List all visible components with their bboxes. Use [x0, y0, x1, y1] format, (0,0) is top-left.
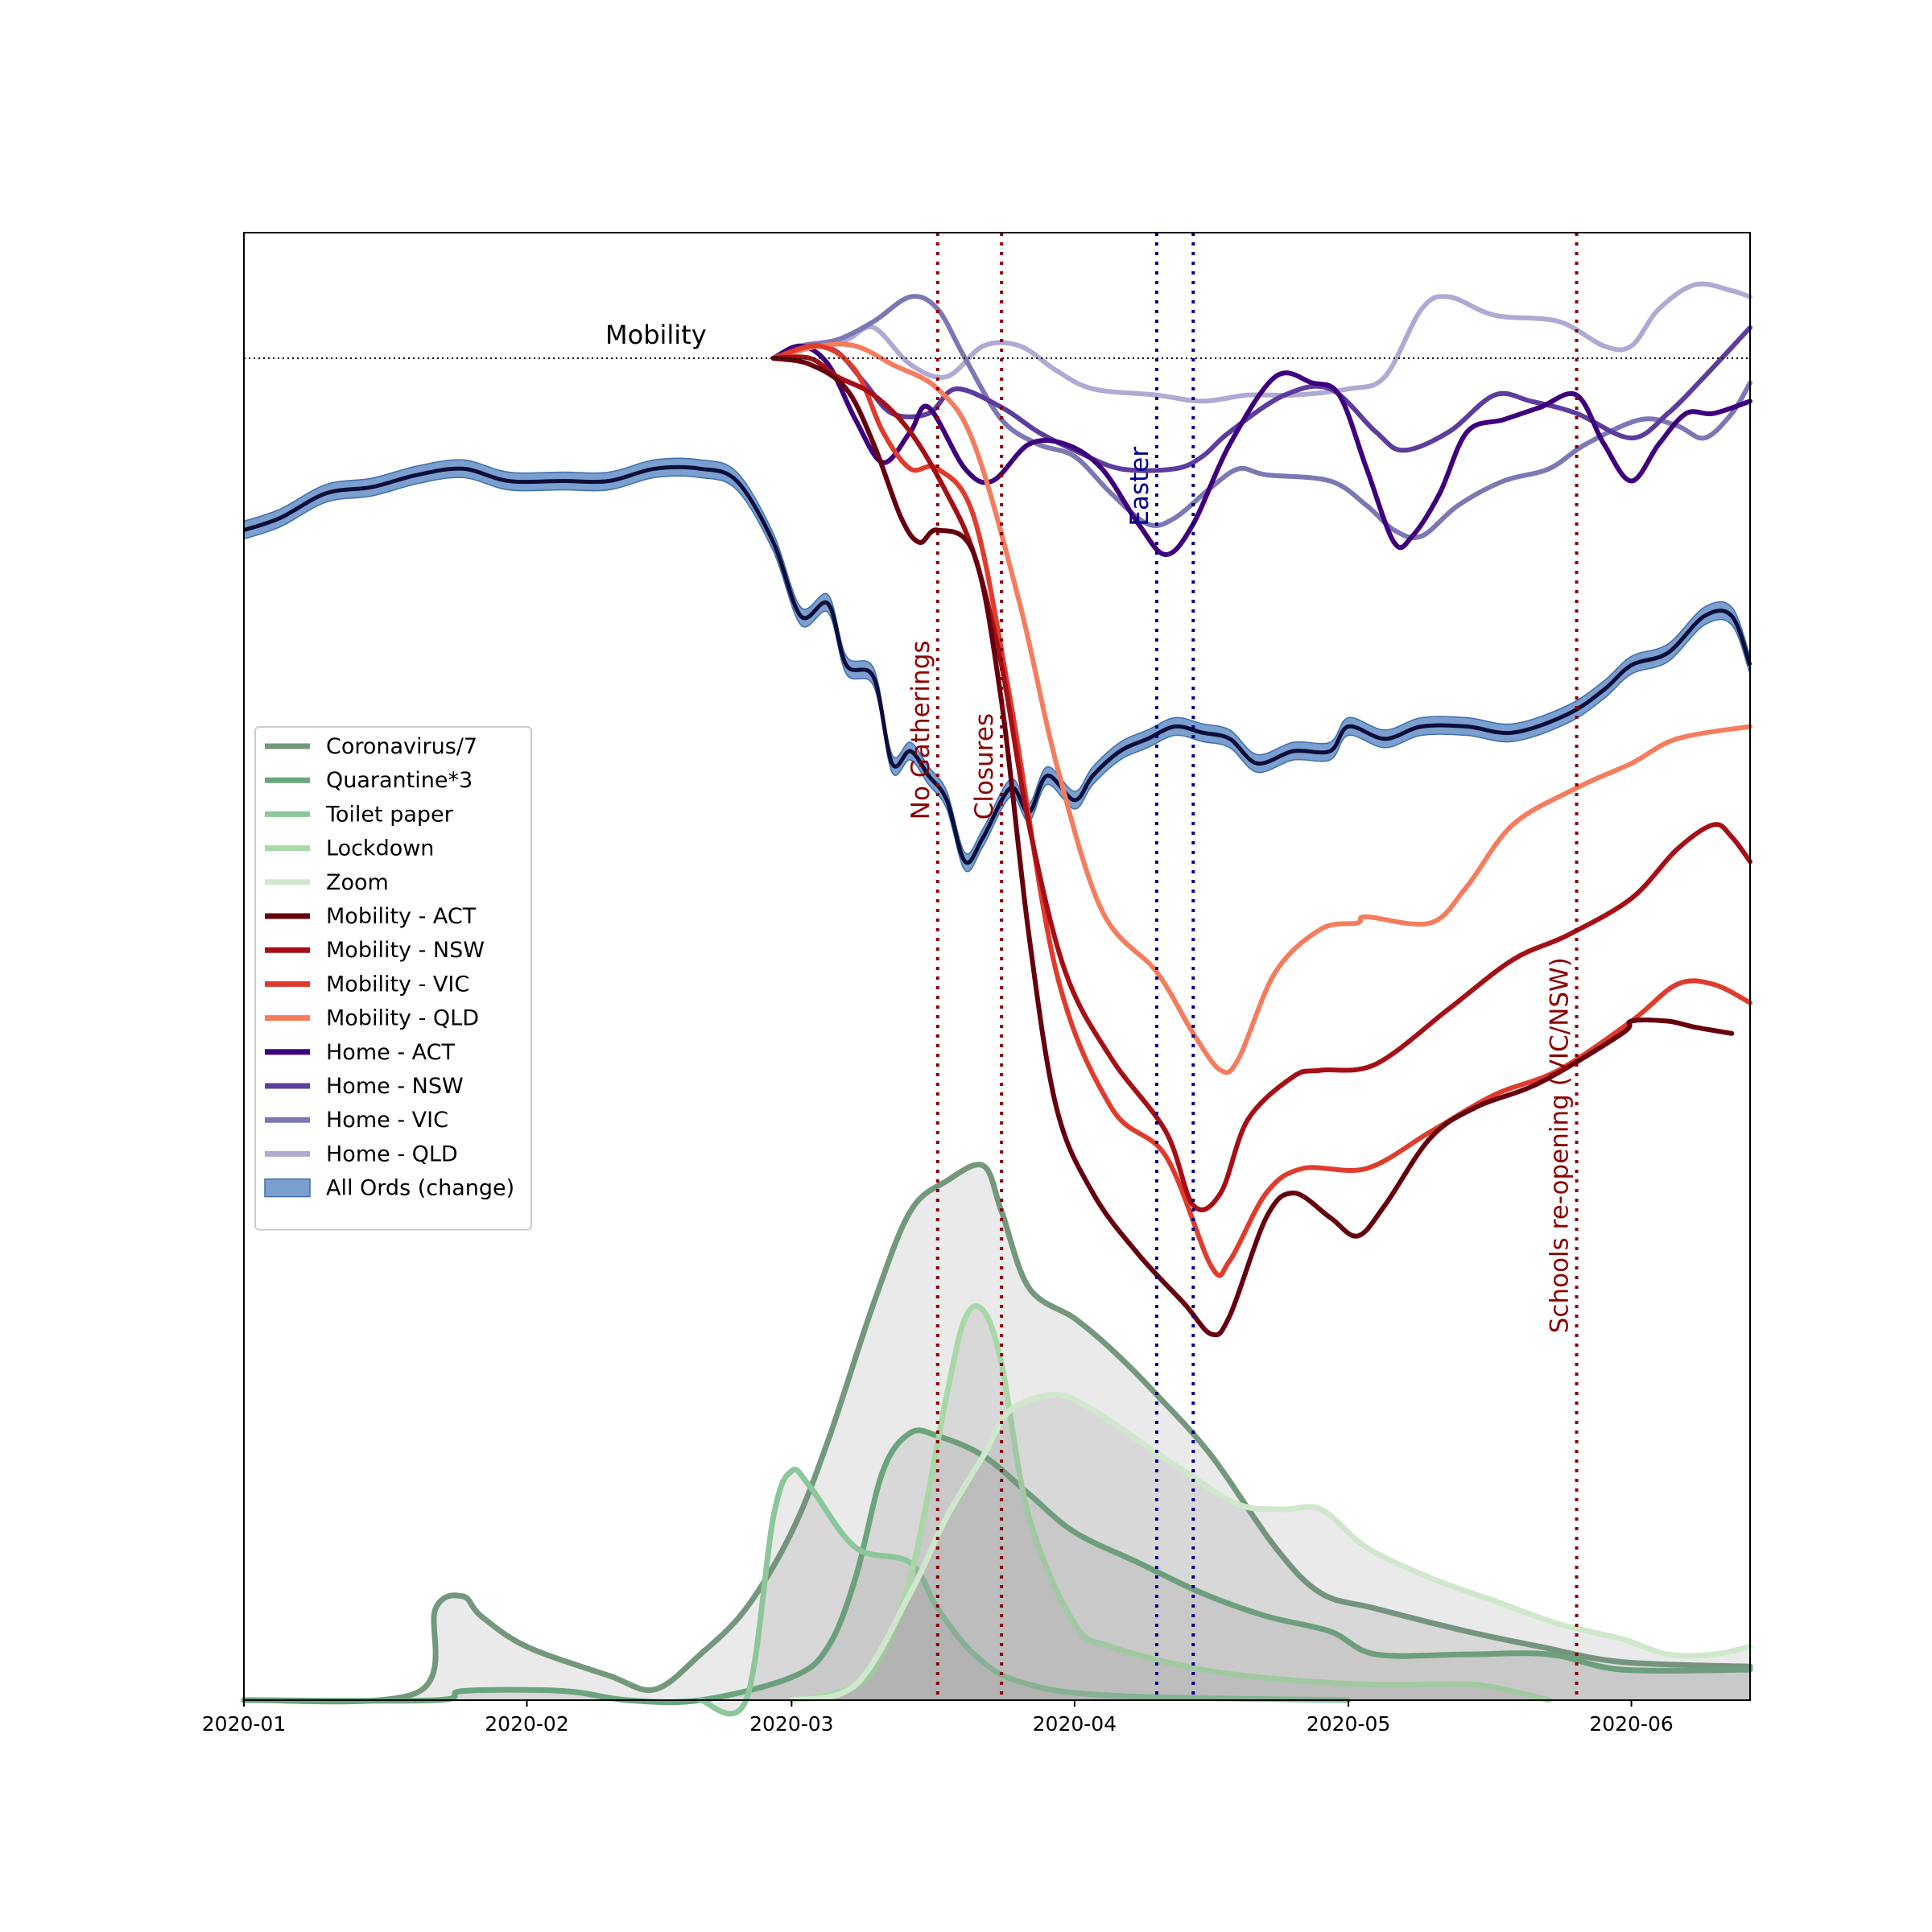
legend-label-zoom: Zoom: [326, 870, 389, 895]
mobility-series-layer: [770, 281, 1752, 1338]
search-area-zoom: [791, 1394, 1750, 1700]
event-lines-layer: No Gatherings Closures Easter Schools re-op…: [906, 233, 1579, 1700]
series-line-home-nsw: [770, 324, 1752, 473]
x-tick-label-2020-05: 2020-05: [1307, 1712, 1390, 1736]
x-tick-label-2020-06: 2020-06: [1589, 1712, 1673, 1736]
plot-frame: [243, 232, 1751, 1701]
legend-label-coronavirus-7: Coronavirus/7: [326, 734, 477, 759]
search-series-layer: [241, 1162, 1753, 1717]
series-line-mobility-qld: [770, 341, 1752, 1075]
search-line-lockdown: [788, 1302, 1552, 1703]
legend-label-home-vic: Home - VIC: [326, 1108, 448, 1133]
legend-label-mobility-nsw: Mobility - NSW: [326, 938, 485, 963]
event-label-schools-re-opening-vic-nsw: Schools re-opening (VIC/NSW): [1546, 957, 1575, 1333]
legend-label-mobility-vic: Mobility - VIC: [326, 972, 469, 997]
legend-label-all-ords-change: All Ords (change): [326, 1176, 514, 1201]
search-line-quarantine-3: [241, 1427, 1753, 1706]
legend-label-lockdown: Lockdown: [326, 836, 434, 861]
event-label-easter: Easter: [1125, 447, 1154, 526]
all-ords-line: [243, 464, 1752, 865]
search-area-quarantine-3: [244, 1430, 1750, 1703]
event-label-closures: Closures: [970, 713, 999, 819]
event-label-no-gatherings: No Gatherings: [906, 640, 935, 819]
x-tick-label-2020-01: 2020-01: [202, 1712, 286, 1736]
legend: Coronavirus/7 Quarantine*3 Toilet paper Loc…: [254, 726, 532, 1231]
series-line-mobility-act: [770, 356, 1735, 1338]
x-axis: 2020-01 2020-02 2020-03 2020-04 2020-05 2020-…: [202, 1700, 1674, 1736]
search-line-coronavirus-7: [241, 1162, 1753, 1705]
legend-label-toilet-paper: Toilet paper: [325, 802, 454, 827]
legend-label-home-act: Home - ACT: [326, 1040, 455, 1065]
search-line-zoom: [788, 1392, 1753, 1703]
search-area-lockdown: [791, 1306, 1550, 1700]
legend-label-home-nsw: Home - NSW: [326, 1074, 464, 1099]
legend-swatch-all-ords-change: [264, 1178, 311, 1198]
legend-frame: [254, 726, 532, 1231]
series-line-home-act: [770, 343, 1752, 557]
search-line-toilet-paper: [697, 1467, 1352, 1717]
legend-label-home-qld: Home - QLD: [326, 1141, 458, 1166]
mobility-baseline-label: Mobility: [605, 320, 707, 350]
search-area-toilet-paper: [700, 1469, 1349, 1714]
legend-label-mobility-qld: Mobility - QLD: [326, 1006, 479, 1031]
x-tick-label-2020-04: 2020-04: [1033, 1712, 1117, 1736]
legend-label-quarantine-3: Quarantine*3: [326, 768, 473, 793]
x-tick-label-2020-03: 2020-03: [749, 1712, 833, 1736]
x-tick-label-2020-02: 2020-02: [485, 1712, 568, 1736]
legend-label-mobility-act: Mobility - ACT: [326, 904, 477, 929]
